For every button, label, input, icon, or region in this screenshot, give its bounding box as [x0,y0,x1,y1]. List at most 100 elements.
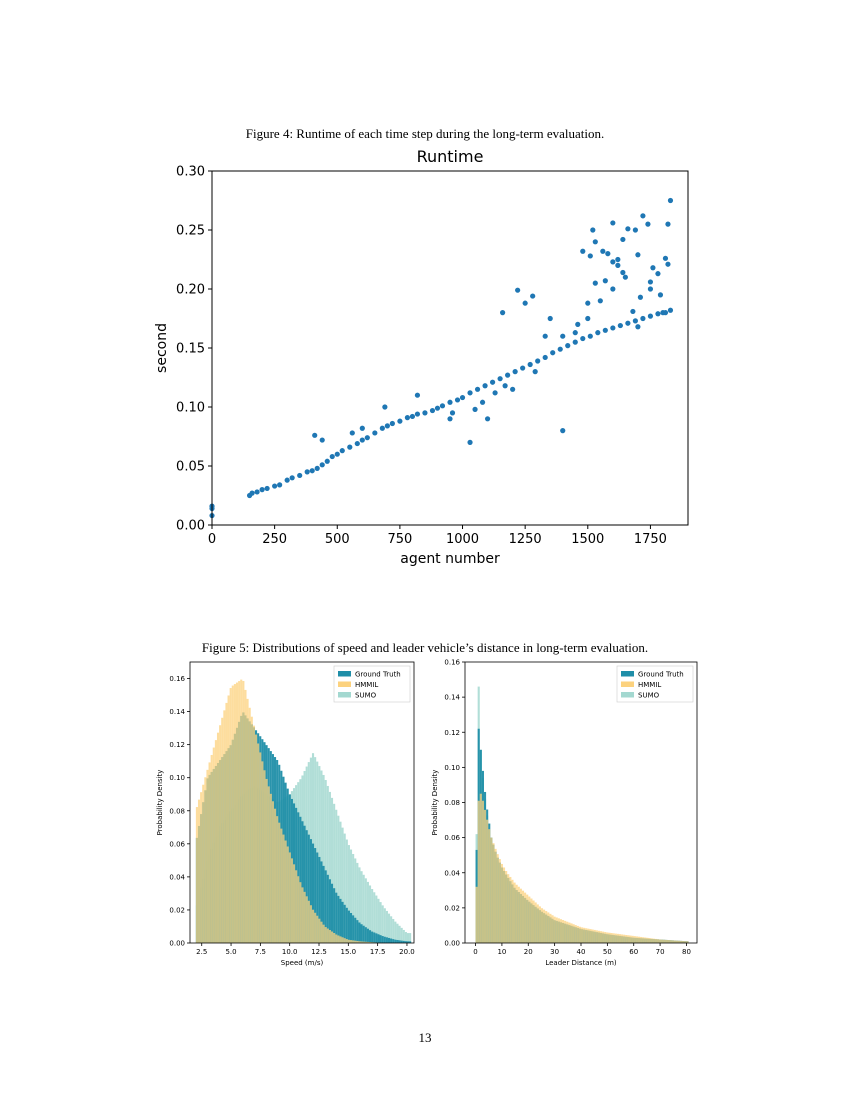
histogram-bar [385,910,388,943]
histogram-bar [235,682,239,943]
histogram-bar [318,856,321,943]
histogram-bar [621,934,624,943]
histogram-bar [212,747,215,943]
scatter-point [640,213,646,219]
histogram-bar [195,807,198,943]
histogram-bar [644,937,647,943]
scatter-point [595,330,601,336]
scatter-point [610,259,616,265]
histogram-bar [377,934,380,943]
histogram-bar [352,853,355,943]
histogram-bar [252,725,255,943]
scatter-point [550,350,556,356]
histogram-bar [347,910,350,943]
histogram-bar [654,938,657,943]
histogram-bar [366,881,369,943]
y-tick-label: 0.12 [169,741,185,749]
scatter-point [359,437,365,443]
scatter-point [520,365,526,371]
histogram-bar [409,933,412,943]
histogram-bar [316,915,319,943]
scatter-point [339,448,345,454]
scatter-point [630,308,636,315]
y-axis-label: second [154,323,170,373]
speed-histogram [195,679,412,943]
x-tick-label: 1000 [446,532,479,547]
histogram-bar [257,743,260,943]
scatter-point [610,286,616,292]
scatter-point [502,383,508,389]
histogram-bar [486,819,489,943]
scatter-point [510,386,516,392]
x-tick-label: 12.5 [311,948,327,956]
scatter-point [645,221,651,227]
histogram-bar [322,774,325,943]
histogram-bar [555,917,558,943]
scatter-point [272,483,278,489]
scatter-point [647,313,654,319]
scatter-point [364,435,370,441]
scatter-point [459,394,466,401]
histogram-bar [349,912,353,943]
histogram-bar [358,941,361,943]
histogram-bar [316,761,319,943]
histogram-bar [618,934,622,943]
scatter-point [587,253,593,259]
histogram-bar [530,898,533,943]
histogram-bar [661,939,664,943]
x-tick-label: 15.0 [341,948,357,956]
histogram-bar [330,797,334,943]
histogram-bar [553,916,556,943]
histogram-bar [337,815,340,943]
histogram-bar [221,717,224,943]
legend-swatch [621,692,634,698]
scatter-point [429,407,436,414]
y-tick-label: 0.00 [169,940,185,948]
scatter-point [289,475,295,481]
scatter-point [527,361,533,368]
histogram-bar [551,915,554,943]
histogram-bar [273,808,277,943]
histogram-bar [362,925,365,943]
histogram-bar [502,867,506,943]
histogram-bar [390,938,393,943]
histogram-bar [368,930,372,943]
legend-label: Ground Truth [355,671,401,679]
scatter-point [489,379,496,385]
histogram-bar [284,840,287,943]
histogram-bar [341,937,344,943]
histogram-bar [339,821,342,943]
scatter-point [542,333,548,339]
histogram-bar [517,886,520,943]
histogram-bar [225,702,228,943]
histogram-bar [500,863,503,943]
histogram-bar [496,854,499,943]
histogram-bar [316,852,319,943]
histogram-bar [562,920,565,943]
histogram-bar [633,936,636,943]
scatter-point [600,248,606,254]
histogram-bar [574,925,577,943]
scatter-point [547,315,553,322]
plot-frame [211,170,689,526]
histogram-bar [343,833,346,943]
histogram-bar [383,936,386,943]
scatter-point [414,411,421,417]
histogram-bar [345,907,348,943]
histogram-bar [394,939,397,943]
x-tick-label: 60 [629,948,638,956]
x-tick-label: 750 [387,532,412,547]
scatter-point [447,399,453,405]
scatter-point [615,262,621,268]
histogram-bar [330,883,334,943]
histogram-bar [216,732,220,943]
scatter-point [474,386,481,392]
series-hmmil [195,679,384,943]
scatter-point [625,320,631,326]
y-tick-label: 0.30 [176,165,205,180]
histogram-bar [335,809,338,943]
x-tick-label: 40 [577,948,586,956]
histogram-bar [387,937,391,943]
scatter-point [535,358,541,364]
scatter-point [605,251,611,257]
